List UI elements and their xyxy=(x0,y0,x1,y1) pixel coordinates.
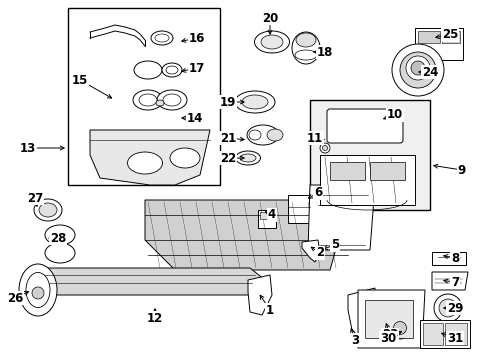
Text: 15: 15 xyxy=(72,73,88,86)
Ellipse shape xyxy=(405,56,429,80)
Polygon shape xyxy=(419,320,469,348)
Ellipse shape xyxy=(151,31,173,45)
Bar xyxy=(414,28,462,60)
Polygon shape xyxy=(347,288,374,338)
Polygon shape xyxy=(357,290,424,348)
Ellipse shape xyxy=(39,203,57,217)
Ellipse shape xyxy=(155,34,169,42)
Text: 9: 9 xyxy=(457,163,465,176)
Text: 28: 28 xyxy=(50,231,66,244)
Ellipse shape xyxy=(322,145,327,150)
Text: 8: 8 xyxy=(450,252,458,265)
Ellipse shape xyxy=(170,148,200,168)
Text: 31: 31 xyxy=(446,332,462,345)
Text: 3: 3 xyxy=(350,333,358,346)
Bar xyxy=(422,323,442,345)
Text: 20: 20 xyxy=(262,12,278,24)
Bar xyxy=(258,210,275,228)
Ellipse shape xyxy=(399,52,435,88)
Text: 22: 22 xyxy=(220,152,236,165)
Text: 26: 26 xyxy=(7,292,23,305)
Text: 6: 6 xyxy=(313,186,322,199)
Ellipse shape xyxy=(266,129,283,141)
Text: 4: 4 xyxy=(267,208,276,221)
Ellipse shape xyxy=(235,91,274,113)
Ellipse shape xyxy=(242,95,267,109)
Ellipse shape xyxy=(32,287,44,299)
Bar xyxy=(329,162,364,180)
Ellipse shape xyxy=(388,317,410,339)
Bar xyxy=(417,31,439,43)
Bar xyxy=(260,212,273,219)
Polygon shape xyxy=(307,185,374,250)
Polygon shape xyxy=(319,155,414,205)
Text: 25: 25 xyxy=(441,28,457,41)
Ellipse shape xyxy=(248,130,261,140)
Ellipse shape xyxy=(291,32,319,64)
Bar xyxy=(369,162,404,180)
Text: 30: 30 xyxy=(379,332,395,345)
Text: 17: 17 xyxy=(188,62,204,75)
Bar xyxy=(287,195,309,223)
Text: 18: 18 xyxy=(316,45,332,58)
Ellipse shape xyxy=(235,151,260,165)
Bar xyxy=(441,31,459,43)
Polygon shape xyxy=(431,272,467,290)
Ellipse shape xyxy=(19,264,57,316)
Text: 27: 27 xyxy=(27,192,43,204)
Text: 2: 2 xyxy=(315,247,324,260)
Text: 23: 23 xyxy=(381,328,397,342)
Ellipse shape xyxy=(127,152,162,174)
Ellipse shape xyxy=(391,44,443,96)
Polygon shape xyxy=(431,252,465,265)
Text: 12: 12 xyxy=(146,311,163,324)
Bar xyxy=(444,323,466,345)
Text: 16: 16 xyxy=(188,31,205,45)
Text: 7: 7 xyxy=(450,275,458,288)
Ellipse shape xyxy=(139,94,157,106)
Ellipse shape xyxy=(134,61,162,79)
Text: 24: 24 xyxy=(421,66,437,78)
Ellipse shape xyxy=(49,233,61,243)
Ellipse shape xyxy=(26,273,50,307)
Bar xyxy=(68,8,220,185)
Ellipse shape xyxy=(156,100,163,106)
Ellipse shape xyxy=(261,35,283,49)
Text: 13: 13 xyxy=(20,141,36,154)
Ellipse shape xyxy=(393,321,406,334)
Text: 10: 10 xyxy=(386,108,402,122)
Bar xyxy=(364,300,412,338)
Ellipse shape xyxy=(162,63,182,77)
Ellipse shape xyxy=(319,143,329,153)
Ellipse shape xyxy=(45,225,75,245)
Text: 21: 21 xyxy=(220,131,236,144)
Polygon shape xyxy=(247,275,271,315)
Polygon shape xyxy=(145,200,349,270)
Ellipse shape xyxy=(163,94,181,106)
Ellipse shape xyxy=(254,31,289,53)
Ellipse shape xyxy=(246,125,279,145)
Ellipse shape xyxy=(240,154,256,162)
Ellipse shape xyxy=(157,90,186,110)
Ellipse shape xyxy=(165,66,178,74)
Ellipse shape xyxy=(34,199,62,221)
Text: 5: 5 xyxy=(330,238,339,252)
Bar xyxy=(309,100,429,210)
Text: 19: 19 xyxy=(220,95,236,108)
Ellipse shape xyxy=(45,243,75,263)
Polygon shape xyxy=(30,268,264,295)
Text: 14: 14 xyxy=(186,112,203,125)
Polygon shape xyxy=(302,240,319,262)
Text: 29: 29 xyxy=(446,302,462,315)
Ellipse shape xyxy=(295,33,315,47)
FancyBboxPatch shape xyxy=(326,109,402,143)
Ellipse shape xyxy=(438,299,456,317)
Text: 11: 11 xyxy=(306,131,323,144)
Ellipse shape xyxy=(433,294,461,322)
Ellipse shape xyxy=(410,61,424,75)
Ellipse shape xyxy=(133,90,163,110)
Ellipse shape xyxy=(294,50,316,60)
Text: 1: 1 xyxy=(265,303,273,316)
Polygon shape xyxy=(90,130,209,185)
